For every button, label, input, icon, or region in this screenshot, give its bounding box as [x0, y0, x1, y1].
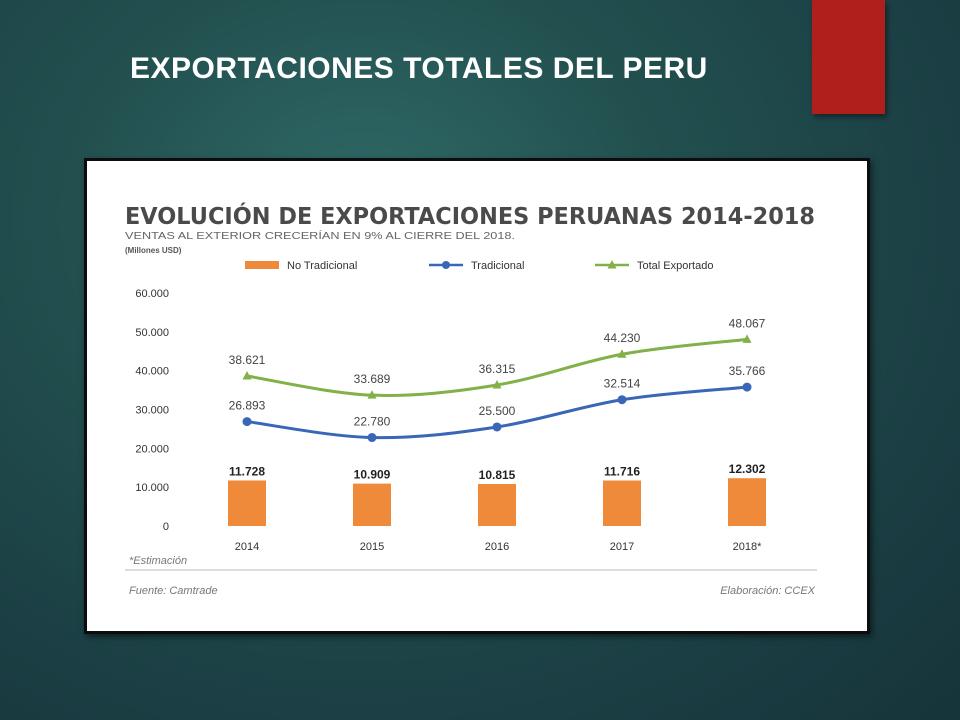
- bar-no-tradicional: [603, 480, 641, 526]
- chart-title: EVOLUCIÓN DE EXPORTACIONES PERUANAS 2014…: [125, 202, 815, 230]
- data-label-total-exportado: 33.689: [354, 372, 391, 386]
- legend-label-total-exportado: Total Exportado: [637, 260, 713, 272]
- data-label-total-exportado: 44.230: [604, 331, 641, 345]
- chart-source: Fuente: Camtrade: [129, 585, 218, 597]
- point-total-exportado: [492, 379, 502, 389]
- x-tick-label: 2017: [610, 541, 634, 553]
- x-axis: 2014 2015 2016 2017 2018*: [235, 541, 762, 553]
- y-tick-label: 0: [163, 521, 169, 533]
- point-tradicional: [242, 417, 252, 427]
- point-tradicional: [617, 395, 627, 405]
- chart-footnote: *Estimación: [129, 555, 187, 567]
- x-tick-label: 2016: [485, 541, 509, 553]
- bar-value-label: 10.909: [354, 468, 391, 482]
- data-label-tradicional: 26.893: [229, 399, 266, 413]
- x-tick-label: 2015: [360, 541, 384, 553]
- data-label-tradicional: 25.500: [479, 404, 516, 418]
- legend-marker-total-exportado: [607, 260, 617, 269]
- lines-group: 26.893 22.780 25.500 32.514 35.766 38.621 33.6…: [229, 316, 766, 443]
- chart-credit: Elaboración: CCEX: [720, 585, 815, 597]
- y-tick-label: 20.000: [135, 443, 169, 455]
- y-axis: 60.000 50.000 40.000 30.000 20.000 10.000 0: [135, 288, 169, 533]
- bar-no-tradicional: [353, 483, 391, 526]
- bar-no-tradicional: [228, 480, 266, 526]
- point-total-exportado: [367, 390, 377, 399]
- point-tradicional: [742, 382, 752, 392]
- bars-group: 11.728 10.909 10.815 11.716 12.302: [228, 462, 766, 526]
- y-tick-label: 60.000: [135, 288, 169, 300]
- chart-units: (Millones USD): [125, 246, 182, 255]
- y-tick-label: 30.000: [135, 405, 169, 417]
- x-tick-label: 2014: [235, 541, 259, 553]
- point-total-exportado: [742, 334, 752, 343]
- chart-frame: EVOLUCIÓN DE EXPORTACIONES PERUANAS 2014…: [84, 158, 870, 634]
- bar-no-tradicional: [478, 484, 516, 526]
- bar-value-label: 12.302: [729, 462, 766, 476]
- y-tick-label: 50.000: [135, 327, 169, 339]
- bar-value-label: 11.728: [229, 464, 265, 478]
- chart-subtitle: VENTAS AL EXTERIOR CRECERÍAN EN 9% AL CI…: [125, 229, 515, 242]
- x-tick-label: 2018*: [733, 541, 762, 553]
- bar-no-tradicional: [728, 478, 766, 526]
- data-label-total-exportado: 36.315: [479, 362, 516, 376]
- y-tick-label: 10.000: [135, 482, 169, 494]
- slide-title: EXPORTACIONES TOTALES DEL PERU: [130, 52, 708, 85]
- bar-value-label: 10.815: [479, 468, 516, 482]
- bar-value-label: 11.716: [604, 465, 640, 479]
- data-label-tradicional: 22.780: [354, 415, 391, 429]
- chart-legend: No Tradicional Tradicional Total Exportado: [245, 260, 713, 272]
- accent-red-block: [812, 0, 885, 114]
- data-label-total-exportado: 48.067: [729, 316, 766, 330]
- legend-swatch-no-tradicional: [245, 261, 279, 269]
- legend-label-tradicional: Tradicional: [471, 260, 524, 272]
- legend-marker-tradicional: [442, 261, 450, 269]
- data-label-tradicional: 32.514: [604, 377, 641, 391]
- point-tradicional: [492, 422, 502, 432]
- chart-svg: EVOLUCIÓN DE EXPORTACIONES PERUANAS 2014…: [125, 202, 817, 597]
- y-tick-label: 40.000: [135, 366, 169, 378]
- legend-label-no-tradicional: No Tradicional: [287, 260, 357, 272]
- data-label-total-exportado: 38.621: [229, 353, 266, 367]
- point-tradicional: [367, 433, 377, 443]
- data-label-tradicional: 35.766: [729, 364, 766, 378]
- point-total-exportado: [617, 349, 627, 358]
- point-total-exportado: [242, 371, 252, 380]
